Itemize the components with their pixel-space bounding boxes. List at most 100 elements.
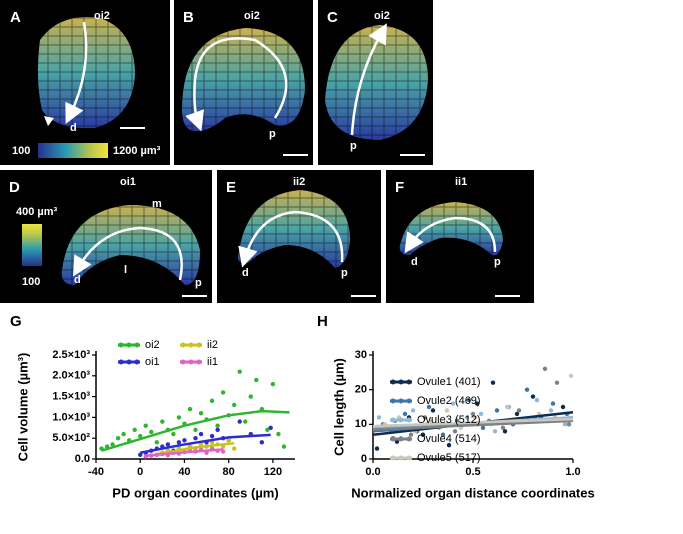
y-tick-label: 1.0×10³ [52,411,90,423]
legend-dot [390,436,396,442]
point [446,442,452,448]
end-label: d [70,122,77,134]
panel-e: E ii2 d p [217,170,381,303]
point [410,408,416,413]
y-tick-label: 0 [361,453,367,465]
tissue-label: ii1 [455,176,467,188]
panel-f: F ii1 d p [386,170,534,303]
point [530,394,536,399]
y-tick-label: 0.0 [75,453,90,465]
tissue-label: oi2 [94,10,110,22]
legend-dot [398,379,404,385]
legend-label: Ovule5 (517) [417,452,481,464]
point [470,411,476,417]
point [494,408,500,413]
point [444,408,450,413]
point [121,431,126,437]
point [171,431,176,437]
ovule-cells [61,205,200,285]
point [492,429,498,434]
point [474,401,480,406]
legend-dot [118,342,124,348]
legend-dot [196,359,202,365]
point [500,425,506,430]
point [209,433,215,439]
colorbar [22,224,42,266]
legend-dot [398,436,404,442]
point [450,401,456,406]
panel-label: G [10,313,22,330]
y-tick-label: 20 [355,384,367,396]
point [452,429,458,434]
arrow [238,210,344,268]
point [480,425,486,430]
legend-dot [406,379,412,385]
point [502,429,508,434]
point [568,373,574,378]
point [464,415,470,420]
point [402,411,408,417]
tissue-label: oi1 [120,176,136,188]
panel-letter: F [395,179,404,196]
y-tick-label: 2.0×10³ [52,370,90,382]
panel-d: D oi1 m l d p 400 µm³ 100 [0,170,212,303]
point [504,404,510,410]
point [374,446,380,451]
point [534,397,540,403]
point [566,422,572,427]
point [149,429,154,435]
point [215,423,220,428]
point [154,440,160,445]
arrow [350,23,387,136]
legend-dot [398,417,404,423]
x-tick-label: 1.0 [565,466,580,478]
point [259,440,265,445]
point [265,427,270,433]
ovule-cells [37,16,135,129]
point [516,408,522,413]
point [426,404,432,410]
y-tick-label: 5.0×10² [52,432,90,444]
end-label: p [195,277,202,289]
side-label: m [152,198,162,210]
point [420,432,426,437]
colorbar-min: 100 [22,276,40,288]
panel-c: C oi2 p [318,0,433,165]
arrow [65,21,88,124]
colorbar [38,143,108,158]
point [490,380,496,385]
point [231,446,237,451]
legend-dot [188,359,194,365]
point [193,436,198,441]
x-tick-label: 0.0 [365,466,380,478]
legend-dot [406,455,412,461]
ovule-cells [325,25,428,140]
legend-dot [134,359,140,365]
arrow [404,216,497,254]
point [110,442,115,447]
point [243,419,248,424]
legend-dot [390,417,396,423]
arrow [72,226,183,281]
x-tick-label: 0 [137,466,143,478]
point [187,406,193,412]
legend-label: oi1 [145,356,160,368]
point [143,423,148,428]
point [132,427,137,433]
point [198,431,204,437]
point [176,415,182,420]
point [231,402,237,408]
panel-letter: B [183,9,194,26]
legend-dot [180,342,186,348]
legend-dot [390,379,396,385]
legend-label: Ovule4 (514) [417,433,481,445]
y-tick-label: 1.5×10³ [52,391,90,403]
legend-dot [406,436,412,442]
fit-line [372,419,574,431]
legend-dot [406,417,412,423]
colorbar-max: 400 µm³ [16,206,58,218]
legend-label: Ovule1 (401) [417,376,481,388]
tissue-label: oi2 [244,10,260,22]
legend-dot [118,359,124,365]
